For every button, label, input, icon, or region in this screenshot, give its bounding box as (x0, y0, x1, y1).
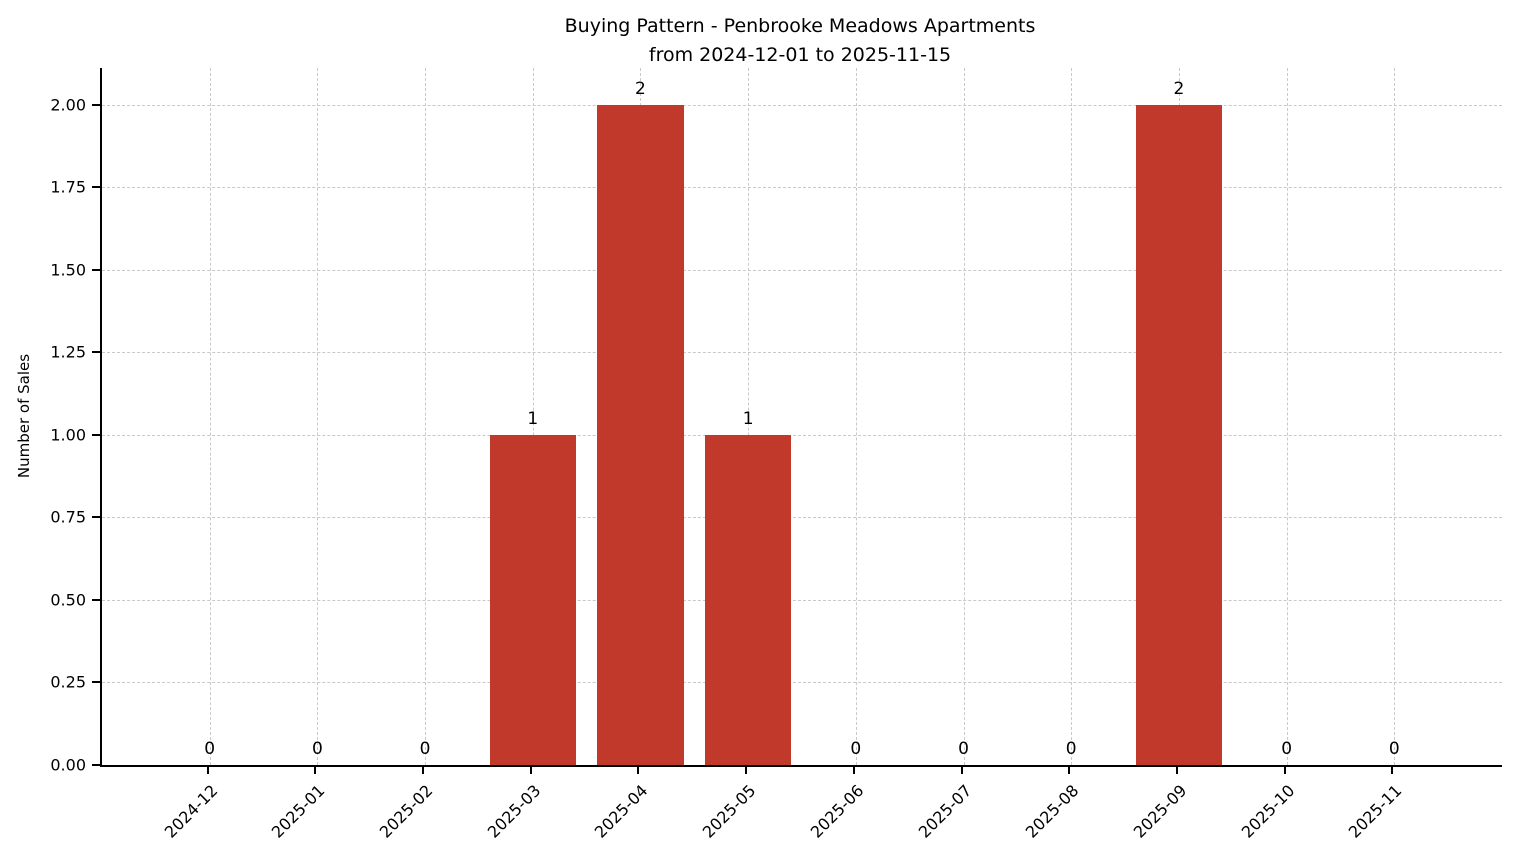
x-tick-mark (206, 767, 209, 774)
x-axis-ticks: 2024-12 2025-01 2025-02 2025-03 2025-04 2025-… (100, 765, 1500, 863)
x-tick-label: 2025-05 (698, 781, 760, 842)
y-axis-ticks: 0.00 0.25 0.50 0.75 1.00 1.25 1.50 1.75 2.00 (0, 68, 100, 775)
y-tick-label: 1.50 (50, 260, 86, 280)
bar-value-label: 0 (1388, 739, 1400, 759)
y-tick-mark (92, 103, 100, 106)
bar-value-label: 0 (419, 739, 431, 759)
y-tick-label: 0.50 (50, 590, 86, 610)
bar-value-label: 2 (1173, 78, 1185, 99)
x-tick-mark (852, 767, 855, 774)
gridline-vertical (532, 68, 534, 765)
y-tick-label: 1.00 (50, 425, 86, 445)
y-tick-label: 1.75 (50, 177, 86, 197)
y-tick-mark (92, 186, 100, 189)
gridline-horizontal (102, 599, 1502, 601)
x-tick-mark (314, 767, 317, 774)
x-tick-mark (960, 767, 963, 774)
x-tick-mark (1283, 767, 1286, 774)
y-tick-label: 0.75 (50, 507, 86, 527)
gridline-vertical (963, 68, 965, 765)
gridline-vertical (1071, 68, 1073, 765)
gridline-horizontal (102, 517, 1502, 519)
y-tick-label: 0.00 (50, 755, 86, 775)
bar-value-label: 0 (1281, 739, 1293, 759)
bar (705, 434, 792, 765)
bar-value-label: 0 (850, 739, 862, 759)
y-tick-label: 1.25 (50, 342, 86, 362)
gridline-horizontal (102, 104, 1502, 106)
x-tick-label: 2025-08 (1021, 781, 1083, 842)
bar (489, 434, 576, 765)
gridline-horizontal (102, 434, 1502, 436)
y-tick-mark (92, 681, 100, 684)
bar-value-label: 1 (742, 408, 754, 429)
gridline-horizontal (102, 187, 1502, 189)
gridline-vertical (748, 68, 750, 765)
gridline-vertical (317, 68, 319, 765)
plot-area: 0 0 0 1 2 1 0 0 0 2 0 0 (100, 68, 1502, 767)
x-tick-mark (1391, 767, 1394, 774)
gridline-horizontal (102, 269, 1502, 271)
gridline-vertical (209, 68, 211, 765)
bar-value-label: 0 (204, 739, 216, 759)
bar-value-label: 2 (635, 78, 646, 99)
bar-value-label: 0 (1065, 739, 1077, 759)
bar-value-label: 0 (958, 739, 969, 759)
y-tick-label: 2.00 (50, 95, 86, 115)
x-tick-mark (1068, 767, 1071, 774)
x-tick-label: 2025-01 (268, 781, 329, 842)
y-tick-mark (92, 598, 100, 601)
gridline-horizontal (102, 682, 1502, 684)
x-tick-mark (529, 767, 532, 774)
x-tick-label: 2025-09 (1129, 781, 1191, 842)
gridline-vertical (1394, 68, 1396, 765)
y-tick-mark (92, 268, 100, 271)
gridline-vertical (425, 68, 427, 765)
x-tick-label: 2025-06 (806, 781, 868, 842)
x-tick-mark (745, 767, 748, 774)
x-tick-label: 2025-11 (1345, 781, 1406, 842)
x-tick-label: 2025-10 (1237, 781, 1299, 842)
y-tick-mark (92, 764, 100, 766)
y-tick-mark (92, 433, 100, 436)
gridline-horizontal (102, 352, 1502, 354)
x-tick-mark (637, 767, 640, 774)
x-tick-label: 2025-03 (483, 781, 545, 842)
x-tick-label: 2025-07 (914, 781, 975, 842)
x-tick-label: 2024-12 (160, 781, 222, 842)
bar-value-label: 1 (527, 408, 539, 429)
y-tick-mark (92, 516, 100, 519)
x-tick-label: 2025-04 (591, 781, 652, 842)
chart-title-block: Buying Pattern - Penbrooke Meadows Apart… (100, 12, 1500, 69)
y-tick-mark (92, 351, 100, 354)
x-tick-mark (422, 767, 425, 774)
y-tick-label: 0.25 (50, 672, 86, 692)
bar-value-label: 0 (311, 739, 323, 759)
chart-title: Buying Pattern - Penbrooke Meadows Apart… (564, 15, 1036, 37)
x-tick-mark (1175, 767, 1178, 774)
gridline-vertical (1286, 68, 1288, 765)
bar (597, 104, 684, 765)
x-tick-label: 2025-02 (375, 781, 437, 842)
chart-subtitle: from 2024-12-01 to 2025-11-15 (648, 43, 952, 66)
bar (1135, 104, 1222, 765)
gridline-vertical (855, 68, 857, 765)
